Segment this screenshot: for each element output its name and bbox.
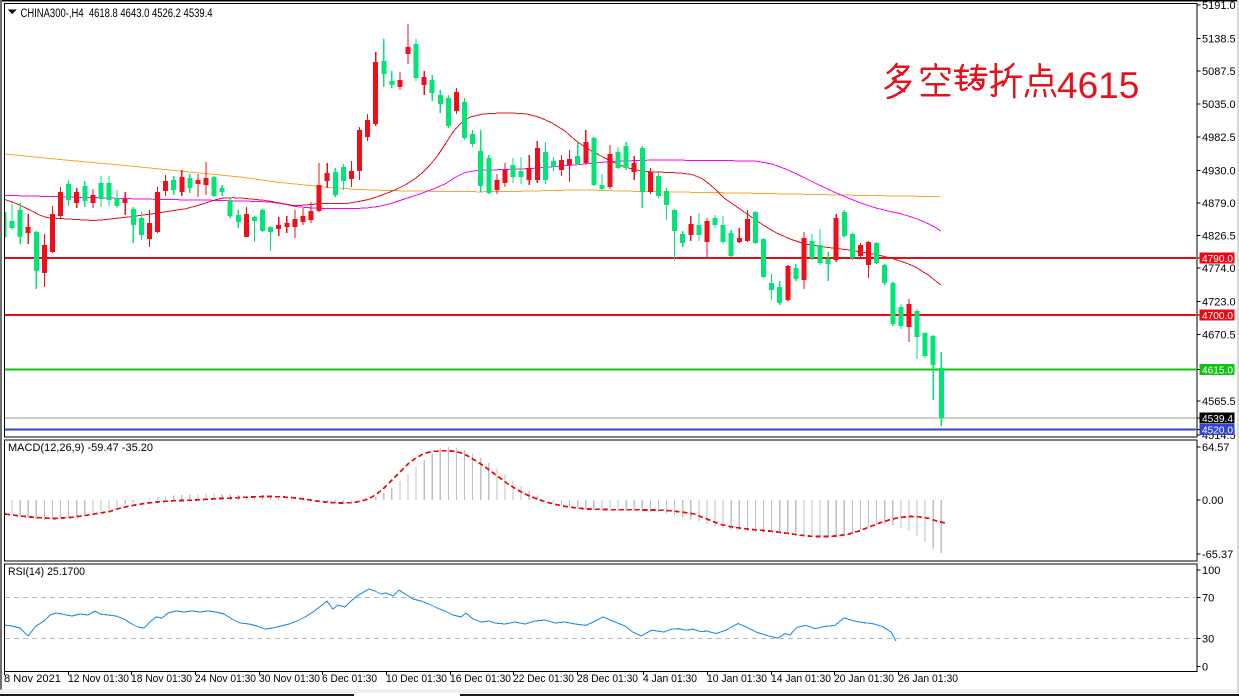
svg-text:64.57: 64.57 <box>1202 442 1230 454</box>
svg-text:20 Jan 01:30: 20 Jan 01:30 <box>834 673 894 685</box>
svg-text:4700.0: 4700.0 <box>1202 310 1233 322</box>
svg-text:6 Dec 01:30: 6 Dec 01:30 <box>322 673 377 685</box>
svg-text:12 Nov 01:30: 12 Nov 01:30 <box>68 673 129 685</box>
svg-text:18 Nov 01:30: 18 Nov 01:30 <box>131 673 192 685</box>
svg-text:4565.5: 4565.5 <box>1202 396 1236 408</box>
svg-text:26 Jan 01:30: 26 Jan 01:30 <box>898 673 958 685</box>
svg-text:MACD(12,26,9) -59.47 -35.20: MACD(12,26,9) -59.47 -35.20 <box>8 442 153 454</box>
svg-text:5191.0: 5191.0 <box>1202 0 1236 12</box>
svg-text:4790.0: 4790.0 <box>1202 253 1233 265</box>
svg-text:RSI(14) 25.1700: RSI(14) 25.1700 <box>8 566 85 578</box>
svg-text:5035.0: 5035.0 <box>1202 99 1236 111</box>
svg-text:5138.5: 5138.5 <box>1202 33 1236 45</box>
svg-text:4670.5: 4670.5 <box>1202 330 1236 342</box>
svg-text:-65.37: -65.37 <box>1202 549 1233 561</box>
svg-text:8 Nov 2021: 8 Nov 2021 <box>4 673 61 685</box>
svg-text:22 Dec 01:30: 22 Dec 01:30 <box>513 673 574 685</box>
svg-text:10 Jan 01:30: 10 Jan 01:30 <box>707 673 767 685</box>
svg-text:4826.5: 4826.5 <box>1202 231 1236 243</box>
svg-text:4723.0: 4723.0 <box>1202 296 1236 308</box>
svg-text:4615.0: 4615.0 <box>1202 364 1233 376</box>
svg-text:4 Jan 01:30: 4 Jan 01:30 <box>643 673 697 685</box>
svg-text:0: 0 <box>1202 661 1208 673</box>
svg-text:4539.4: 4539.4 <box>1202 413 1233 425</box>
svg-text:4520.0: 4520.0 <box>1202 424 1233 436</box>
svg-text:4982.5: 4982.5 <box>1202 132 1236 144</box>
svg-text:100: 100 <box>1202 565 1220 577</box>
svg-text:24 Nov 01:30: 24 Nov 01:30 <box>195 673 256 685</box>
svg-text:0.00: 0.00 <box>1202 495 1223 507</box>
svg-text:28 Dec 01:30: 28 Dec 01:30 <box>577 673 638 685</box>
svg-text:30 Nov 01:30: 30 Nov 01:30 <box>259 673 320 685</box>
svg-text:4774.0: 4774.0 <box>1202 263 1236 275</box>
svg-text:10 Dec 01:30: 10 Dec 01:30 <box>386 673 447 685</box>
svg-text:5087.5: 5087.5 <box>1202 66 1236 78</box>
svg-text:30: 30 <box>1202 634 1214 646</box>
svg-text:4930.0: 4930.0 <box>1202 165 1236 177</box>
svg-text:4879.0: 4879.0 <box>1202 198 1236 210</box>
svg-text:16 Dec 01:30: 16 Dec 01:30 <box>450 673 511 685</box>
svg-text:14 Jan 01:30: 14 Jan 01:30 <box>771 673 831 685</box>
svg-text:70: 70 <box>1202 593 1214 605</box>
svg-text:CHINA300-,H4 4618.8 4643.0 45: CHINA300-,H4 4618.8 4643.0 4526.2 4539.4 <box>21 8 213 20</box>
svg-text:4615: 4615 <box>1057 65 1139 106</box>
